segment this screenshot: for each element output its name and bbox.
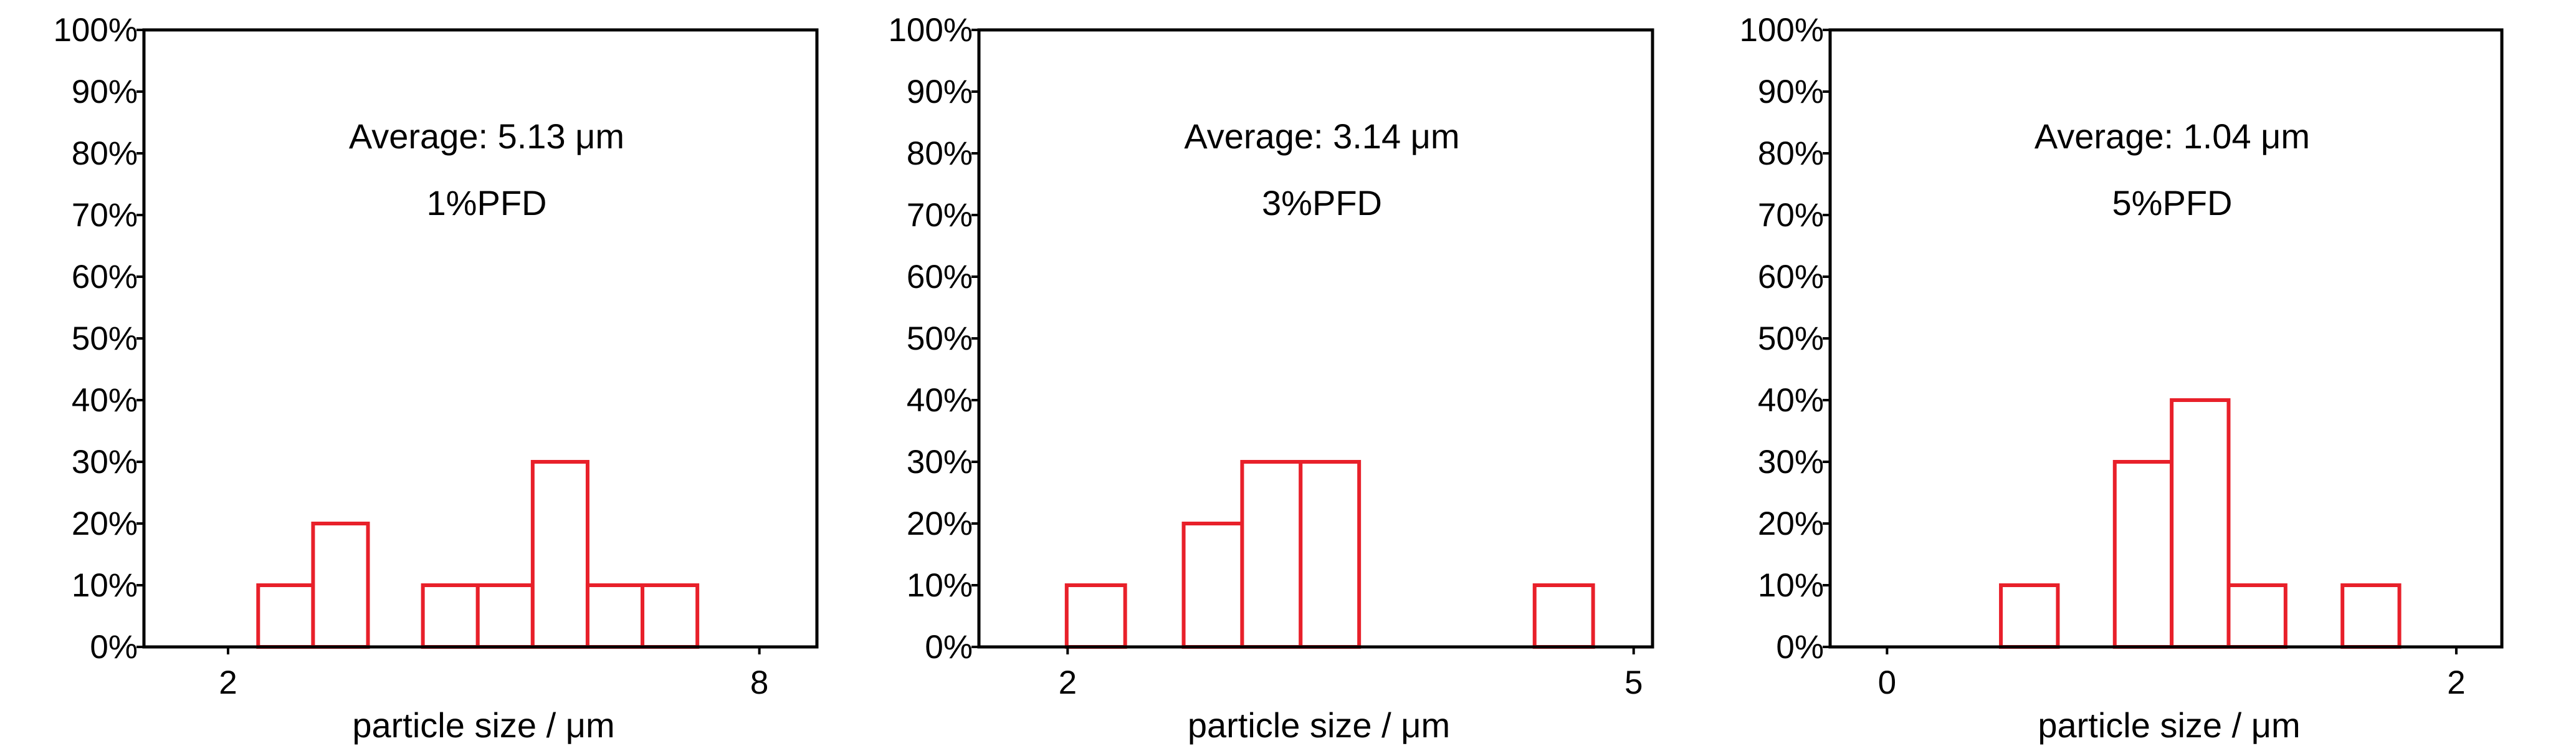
histogram-panel-3pfd: 0% 10% 20% 30% 40% 50% 60% 70% 80% 90% 100% 2 5 parti…	[888, 12, 1654, 745]
y-tick-label: 60%	[907, 259, 973, 295]
y-tick-label: 20%	[907, 505, 973, 542]
y-tick-label: 90%	[1758, 74, 1824, 110]
histogram-bar	[2112, 460, 2174, 649]
y-tick-label: 10%	[72, 567, 138, 604]
y-tick-label: 50%	[907, 320, 973, 357]
histogram-panel-5pfd: 0% 10% 20% 30% 40% 50% 60% 70% 80% 90% 100% 0 2 parti…	[1739, 12, 2504, 745]
histogram-bar	[1532, 583, 1595, 649]
histogram-bar	[475, 583, 535, 649]
histogram-bar	[256, 583, 315, 649]
y-tick-label: 80%	[72, 135, 138, 172]
y-tick-label: 30%	[1758, 444, 1824, 481]
y-tick-label: 70%	[1758, 197, 1824, 234]
y-tick-label: 40%	[1758, 382, 1824, 419]
y-tick-label: 80%	[907, 135, 973, 172]
histogram-bar	[2226, 583, 2287, 649]
y-tick-label: 100%	[888, 12, 973, 49]
y-tick-label: 40%	[72, 382, 138, 419]
x-tick-label: 2	[219, 664, 237, 701]
x-tick-label: 2	[2447, 664, 2465, 701]
y-tick-label: 50%	[72, 320, 138, 357]
y-tick-label: 20%	[1758, 505, 1824, 542]
y-tick-label: 90%	[907, 74, 973, 110]
histogram-bar	[1999, 583, 2060, 649]
y-tick-label: 60%	[72, 259, 138, 295]
y-tick-label: 10%	[1758, 567, 1824, 604]
y-tick-label: 70%	[907, 197, 973, 234]
y-tick-label: 0%	[925, 629, 973, 666]
sample-label: 1%PFD	[427, 183, 547, 222]
y-tick-label: 80%	[1758, 135, 1824, 172]
average-annotation: Average: 3.14 μm	[1184, 117, 1459, 156]
histogram-bar	[2340, 583, 2402, 649]
y-tick-label: 50%	[1758, 320, 1824, 357]
y-tick-label: 60%	[1758, 259, 1824, 295]
sample-label: 5%PFD	[2112, 183, 2233, 222]
y-tick-label: 70%	[72, 197, 138, 234]
histogram-bar	[1181, 522, 1244, 649]
y-tick-label: 30%	[907, 444, 973, 481]
y-tick-label: 0%	[1776, 629, 1824, 666]
y-tick-label: 10%	[907, 567, 973, 604]
histogram-bar	[421, 583, 480, 649]
y-tick-label: 30%	[72, 444, 138, 481]
average-annotation: Average: 1.04 μm	[2035, 117, 2310, 156]
x-axis-title: particle size / μm	[2038, 706, 2300, 745]
histogram-bar	[1299, 460, 1362, 649]
y-tick-label: 40%	[907, 382, 973, 419]
y-tick-label: 0%	[90, 629, 138, 666]
y-tick-label: 90%	[72, 74, 138, 110]
x-axis-title: particle size / μm	[352, 706, 614, 745]
histogram-bar	[1064, 583, 1127, 649]
x-axis-title: particle size / μm	[1188, 706, 1450, 745]
histogram-bar	[1240, 460, 1303, 649]
histogram-bar	[641, 583, 700, 649]
x-tick-label: 2	[1059, 664, 1077, 701]
x-tick-label: 0	[1878, 664, 1896, 701]
y-tick-label: 100%	[1739, 12, 1824, 49]
y-tick-label: 100%	[53, 12, 138, 49]
average-annotation: Average: 5.13 μm	[349, 117, 624, 156]
y-tick-label: 20%	[72, 505, 138, 542]
histogram-bar	[311, 522, 370, 649]
histogram-panel-1pfd: 0% 10% 20% 30% 40% 50% 60% 70% 80% 90% 100% 2 8 parti…	[53, 12, 819, 745]
x-tick-label: 8	[750, 664, 768, 701]
x-tick-label: 5	[1624, 664, 1643, 701]
sample-label: 3%PFD	[1262, 183, 1382, 222]
histogram-bar	[2170, 398, 2231, 649]
histogram-bar	[585, 583, 645, 649]
histogram-bar	[530, 460, 589, 649]
